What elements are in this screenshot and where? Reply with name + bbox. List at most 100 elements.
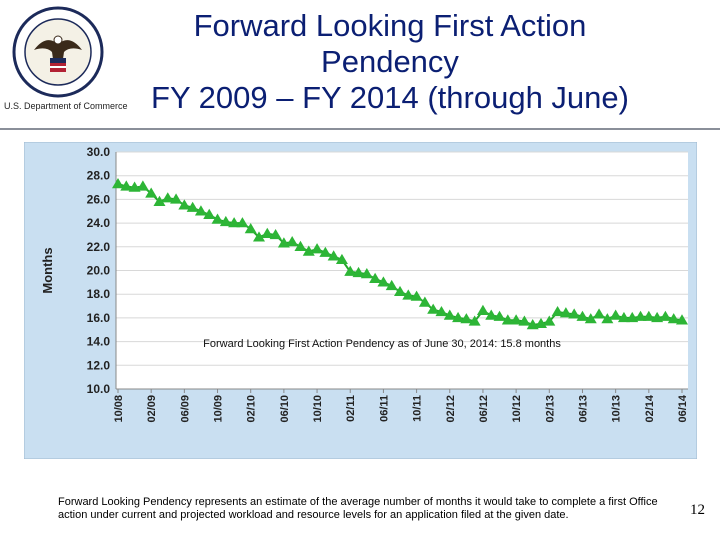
data-point bbox=[559, 307, 572, 318]
data-point bbox=[385, 279, 398, 291]
x-tick-label: 06/10 bbox=[279, 395, 291, 423]
data-point bbox=[526, 319, 539, 330]
data-point bbox=[145, 187, 158, 198]
y-axis-label: Months bbox=[40, 247, 55, 293]
x-tick-label: 10/08 bbox=[113, 395, 125, 423]
y-tick-label: 22.0 bbox=[87, 240, 111, 254]
page-number: 12 bbox=[690, 502, 705, 518]
data-point bbox=[261, 227, 274, 238]
x-tick-label: 10/11 bbox=[412, 395, 424, 422]
x-tick-label: 06/11 bbox=[378, 395, 390, 422]
header-divider bbox=[0, 128, 720, 130]
data-point bbox=[601, 313, 614, 324]
data-point bbox=[402, 289, 415, 300]
x-tick-label: 06/09 bbox=[179, 395, 191, 423]
data-point bbox=[394, 285, 406, 297]
data-point bbox=[593, 308, 606, 319]
data-point bbox=[112, 177, 124, 189]
y-tick-label: 28.0 bbox=[87, 169, 111, 183]
uspto-seal-icon bbox=[12, 6, 104, 98]
data-point bbox=[551, 305, 564, 317]
data-point bbox=[377, 276, 390, 287]
data-point bbox=[253, 231, 265, 242]
x-tick-label: 02/12 bbox=[445, 395, 457, 423]
data-point bbox=[418, 296, 431, 307]
data-point bbox=[186, 201, 199, 212]
data-point bbox=[335, 253, 348, 265]
data-point bbox=[170, 193, 183, 204]
data-point bbox=[584, 313, 597, 324]
data-point bbox=[642, 310, 655, 321]
x-tick-label: 02/10 bbox=[246, 395, 258, 423]
x-tick-label: 02/14 bbox=[644, 394, 656, 422]
data-point bbox=[244, 223, 257, 234]
data-point bbox=[659, 310, 672, 321]
data-point bbox=[435, 305, 448, 317]
chart-annotation: Forward Looking First Action Pendency as… bbox=[203, 338, 561, 350]
x-tick-label: 10/10 bbox=[312, 395, 324, 423]
y-tick-label: 26.0 bbox=[87, 192, 111, 206]
data-point bbox=[277, 237, 290, 248]
x-tick-label: 02/13 bbox=[544, 395, 556, 423]
data-point bbox=[211, 213, 224, 224]
department-label: U.S. Department of Commerce bbox=[4, 101, 128, 111]
y-tick-label: 20.0 bbox=[87, 264, 111, 278]
data-point bbox=[203, 208, 216, 220]
data-point bbox=[178, 199, 191, 210]
x-tick-label: 10/13 bbox=[611, 395, 623, 423]
x-tick-label: 02/09 bbox=[146, 395, 158, 423]
x-tick-label: 06/14 bbox=[677, 394, 689, 422]
data-point bbox=[501, 314, 514, 325]
data-point bbox=[153, 195, 166, 206]
data-point bbox=[161, 192, 174, 203]
data-point bbox=[476, 304, 489, 315]
title-line-1: Forward Looking First Action bbox=[193, 8, 587, 43]
y-tick-label: 24.0 bbox=[87, 216, 111, 230]
data-point bbox=[369, 272, 382, 283]
data-point bbox=[676, 314, 688, 325]
page-title: Forward Looking First Action Pendency FY… bbox=[130, 8, 650, 116]
x-tick-label: 10/12 bbox=[511, 395, 523, 423]
footnote: Forward Looking Pendency represents an e… bbox=[58, 496, 658, 521]
data-point bbox=[294, 240, 307, 251]
data-point bbox=[576, 310, 589, 321]
data-point bbox=[634, 310, 647, 321]
data-point bbox=[626, 311, 639, 323]
data-point bbox=[236, 217, 249, 228]
data-point bbox=[493, 310, 506, 321]
data-point bbox=[543, 315, 556, 326]
data-point bbox=[651, 311, 664, 323]
data-point bbox=[427, 303, 440, 314]
data-point bbox=[286, 236, 299, 247]
data-point bbox=[228, 217, 241, 228]
y-tick-label: 14.0 bbox=[87, 335, 111, 349]
data-point bbox=[344, 265, 357, 276]
data-point bbox=[269, 228, 282, 240]
title-line-3: FY 2009 – FY 2014 (through June) bbox=[151, 80, 629, 115]
y-tick-label: 30.0 bbox=[87, 145, 111, 159]
data-point bbox=[568, 308, 581, 319]
data-point bbox=[120, 180, 133, 191]
title-line-2: Pendency bbox=[321, 44, 459, 79]
data-point bbox=[410, 290, 423, 301]
data-point bbox=[452, 311, 465, 323]
data-point bbox=[327, 250, 340, 261]
y-tick-label: 18.0 bbox=[87, 287, 111, 301]
chart-svg: 10.0 12.0 14.0 16.0 18.0 20.0 22.0 24.0 26.0 28.0… bbox=[23, 141, 698, 460]
data-point bbox=[194, 205, 207, 216]
data-point bbox=[128, 181, 141, 192]
data-point bbox=[443, 309, 456, 320]
data-point bbox=[311, 243, 324, 254]
y-tick-label: 10.0 bbox=[87, 382, 111, 396]
data-point bbox=[360, 268, 373, 279]
data-point bbox=[617, 311, 630, 323]
data-point bbox=[468, 315, 481, 326]
pendency-chart: 10.0 12.0 14.0 16.0 18.0 20.0 22.0 24.0 26.0 28.0… bbox=[23, 141, 698, 460]
data-point bbox=[352, 266, 365, 278]
data-point bbox=[485, 309, 498, 320]
data-point bbox=[460, 313, 473, 324]
data-point bbox=[667, 313, 680, 324]
data-point bbox=[609, 309, 622, 320]
data-point bbox=[219, 215, 232, 227]
x-tick-label: 06/12 bbox=[478, 395, 490, 423]
